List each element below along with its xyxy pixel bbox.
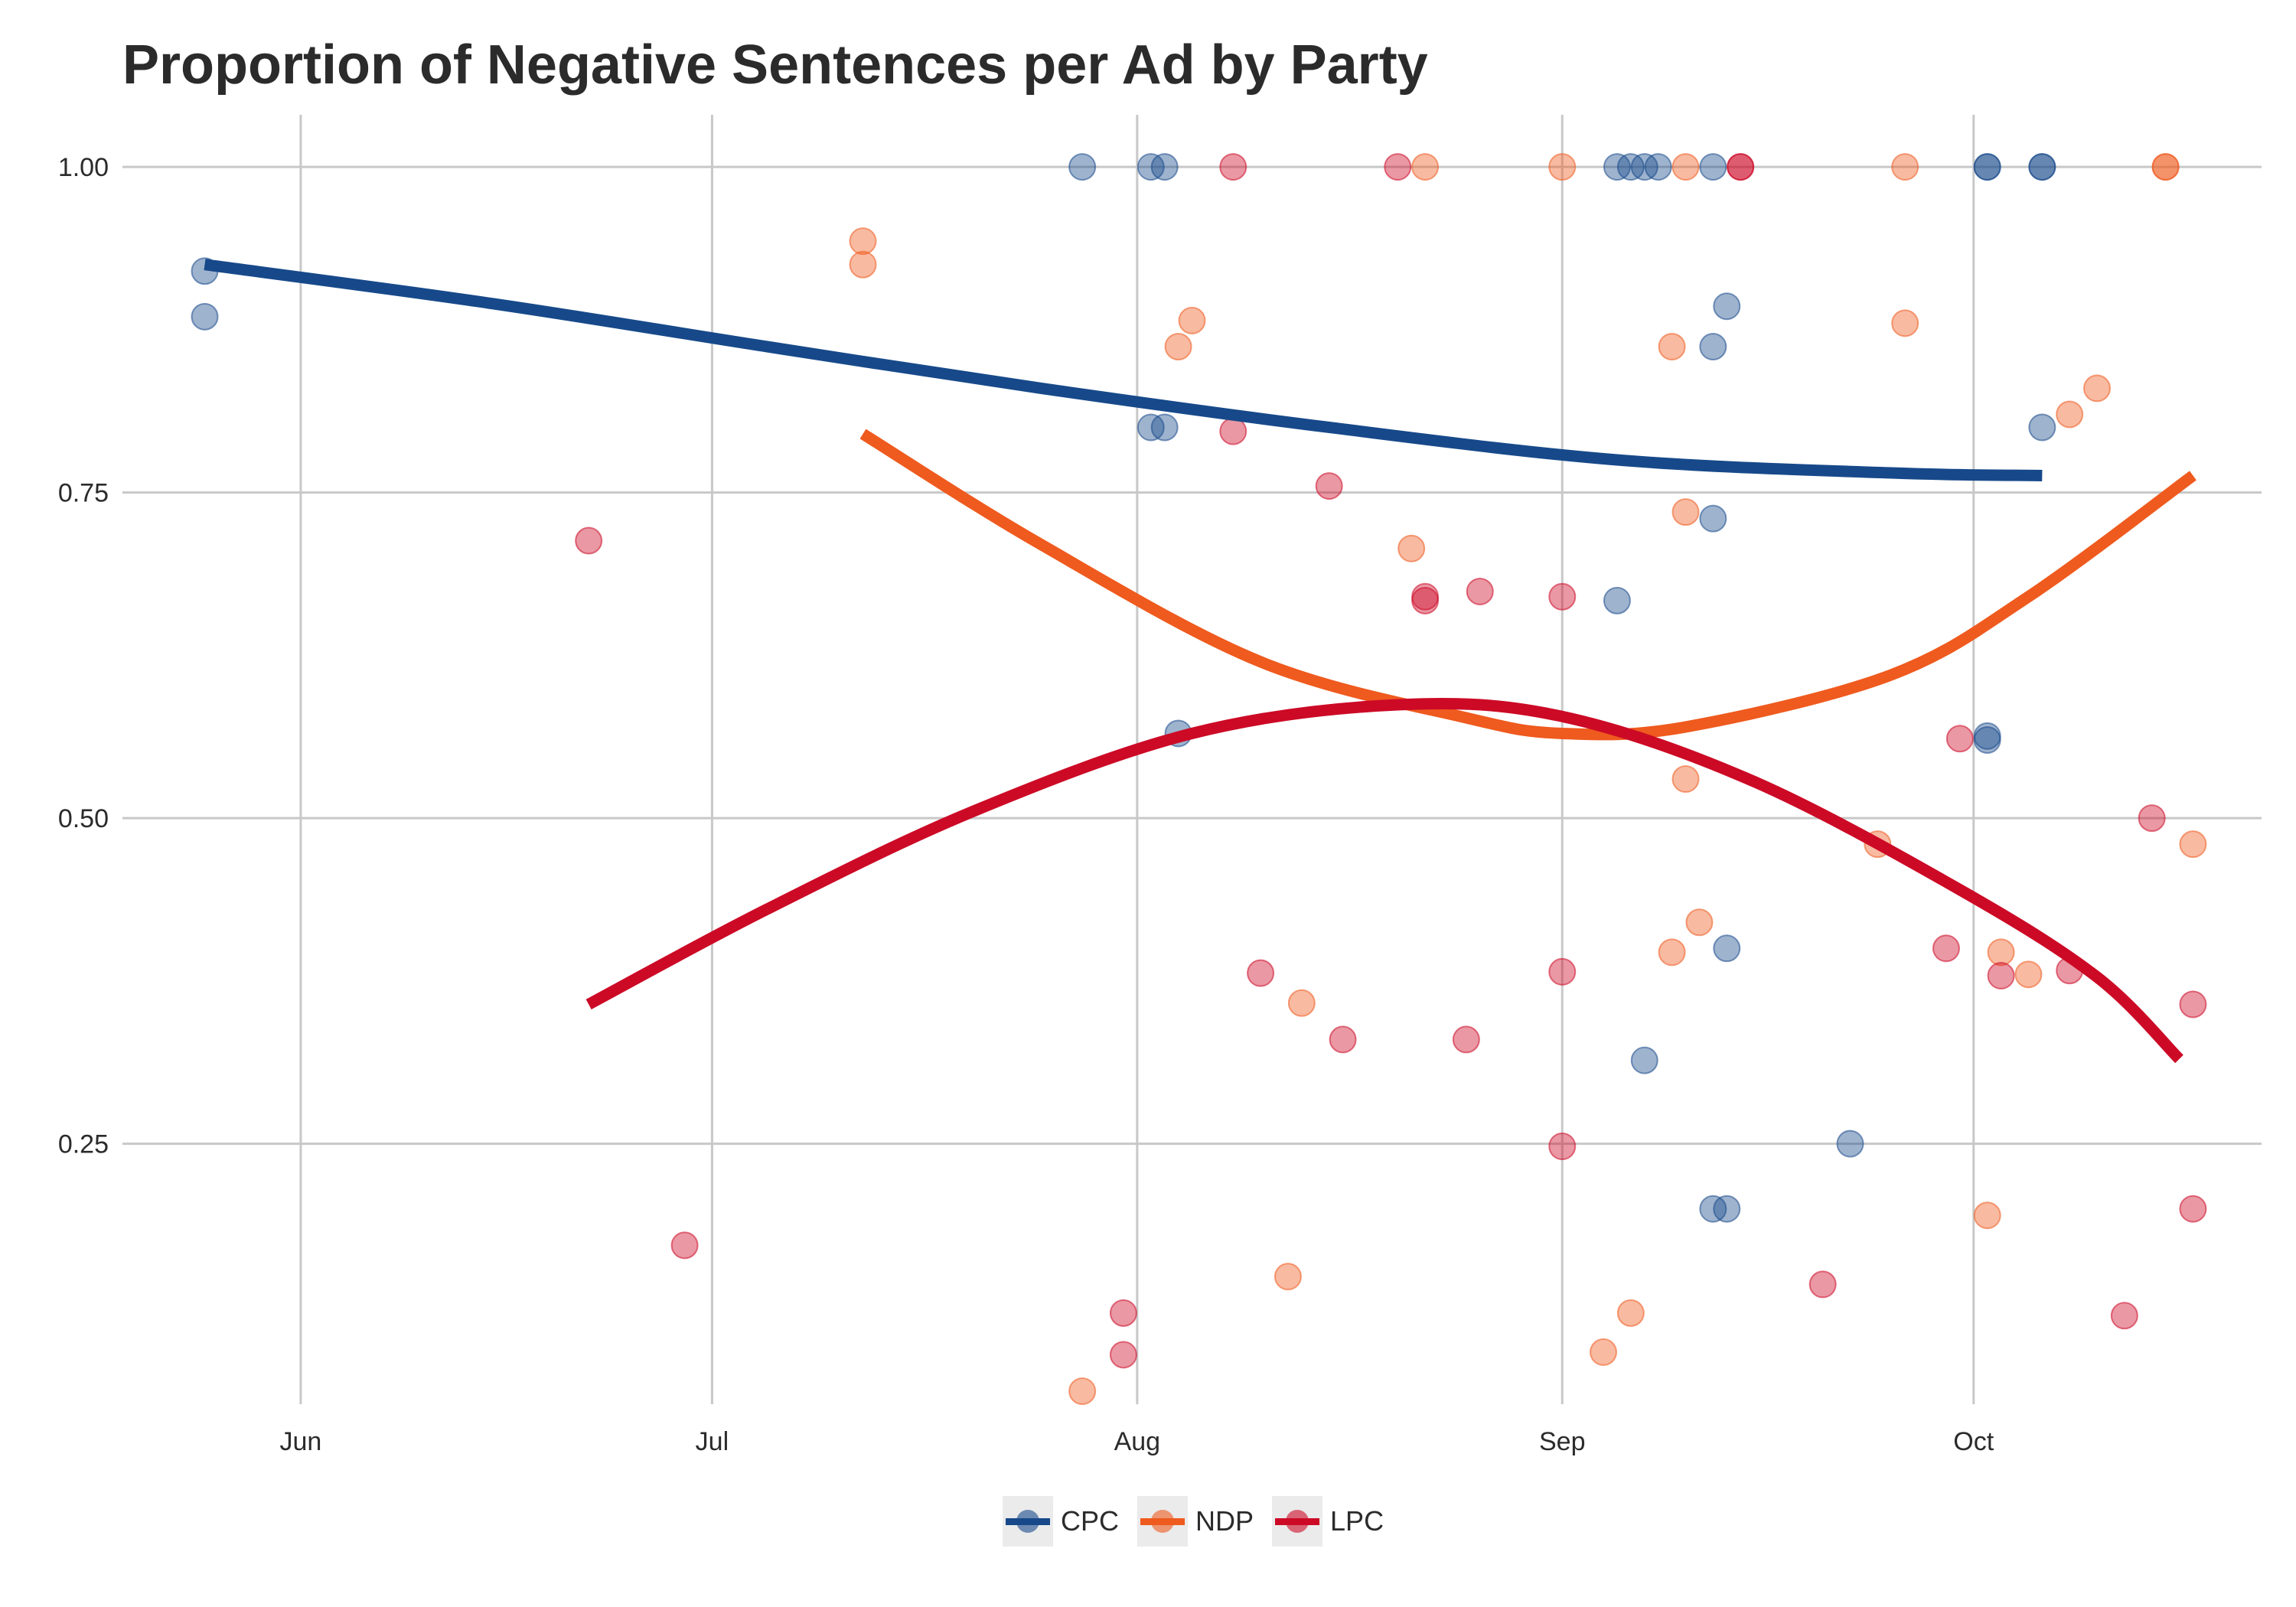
cpc-point: [1630, 1046, 1658, 1074]
ndp-point: [1987, 938, 2015, 966]
cpc-trend-line: [204, 259, 2043, 481]
cpc-point: [1713, 1195, 1741, 1223]
axis-tick-labels: Jun Jul Aug Sep Oct 0.25 0.50 0.75 1.00: [58, 153, 1994, 1456]
x-tick-label: Aug: [1114, 1427, 1161, 1456]
ndp-point: [2056, 400, 2084, 429]
cpc-point: [2028, 153, 2056, 181]
ndp-point: [1671, 765, 1700, 794]
lpc-point: [1987, 962, 2015, 990]
legend-key-cpc: [1003, 1496, 1053, 1547]
ndp-point: [1411, 153, 1440, 181]
lpc-point: [1219, 153, 1247, 181]
lpc-point: [1945, 725, 1974, 753]
ndp-point: [1590, 1338, 1617, 1366]
ndp-point: [1671, 153, 1700, 181]
lpc-point: [1109, 1299, 1137, 1327]
legend-label-ndp: NDP: [1195, 1505, 1254, 1537]
ndp-point: [849, 227, 877, 256]
data-points: [191, 153, 2207, 1405]
lpc-point: [1384, 153, 1412, 181]
lpc-point: [1247, 959, 1275, 987]
cpc-point: [1644, 153, 1672, 181]
lpc-point: [1932, 934, 1960, 963]
legend-label-lpc: LPC: [1330, 1505, 1384, 1537]
grid-lines: [122, 115, 2262, 1404]
lpc-point: [1548, 957, 1577, 986]
cpc-point: [1713, 934, 1741, 963]
trend-lines: [204, 259, 2197, 1064]
ndp-point: [1658, 332, 1686, 360]
cpc-point: [1836, 1129, 1864, 1158]
ndp-point: [2151, 153, 2180, 181]
chart-title: Proportion of Negative Sentences per Ad …: [122, 34, 1428, 96]
legend-key-ndp: [1137, 1496, 1189, 1547]
ndp-point: [1178, 306, 1206, 334]
ndp-point: [1891, 309, 1919, 337]
ndp-point: [1164, 332, 1192, 360]
ndp-point: [1685, 908, 1714, 937]
lpc-point: [2179, 1195, 2207, 1223]
cpc-point: [1068, 153, 1097, 181]
x-tick-label: Jun: [280, 1427, 322, 1456]
ndp-point: [2083, 374, 2111, 403]
cpc-point: [1150, 413, 1179, 442]
x-tick-label: Jul: [696, 1427, 729, 1456]
ndp-point: [1287, 989, 1316, 1017]
ndp-point: [1973, 1201, 2001, 1230]
ndp-point: [1068, 1377, 1097, 1405]
legend: CPC NDP LPC: [1003, 1496, 1394, 1547]
ndp-trend-line: [859, 429, 2197, 741]
ndp-point: [1616, 1299, 1645, 1327]
lpc-point: [670, 1231, 699, 1260]
y-tick-label: 0.50: [58, 804, 109, 833]
lpc-point: [1219, 417, 1247, 445]
lpc-point: [1452, 1025, 1480, 1054]
lpc-point: [1329, 1025, 1357, 1054]
lpc-point: [2138, 804, 2166, 833]
x-tick-label: Sep: [1539, 1427, 1586, 1456]
y-tick-label: 0.25: [58, 1130, 109, 1159]
lpc-point: [1548, 582, 1577, 611]
lpc-point: [1109, 1341, 1137, 1369]
cpc-point: [1150, 153, 1179, 181]
ndp-point: [849, 250, 877, 279]
cpc-point: [1699, 332, 1727, 360]
legend-key-lpc: [1272, 1496, 1323, 1547]
cpc-point: [1973, 153, 2001, 181]
ndp-point: [2014, 960, 2043, 989]
y-tick-label: 1.00: [58, 153, 109, 182]
lpc-point: [1727, 153, 1755, 181]
ndp-point: [1274, 1263, 1302, 1291]
ndp-point: [1891, 153, 1919, 181]
cpc-point: [2028, 413, 2056, 442]
y-tick-label: 0.75: [58, 479, 109, 508]
cpc-point: [191, 302, 219, 331]
lpc-point: [1411, 586, 1440, 614]
lpc-trend-line: [585, 697, 2183, 1064]
lpc-point: [1466, 577, 1494, 605]
ndp-point: [1658, 938, 1686, 966]
lpc-point: [1548, 1133, 1577, 1160]
cpc-point: [1973, 725, 2001, 754]
cpc-point: [1603, 586, 1631, 614]
legend-label-cpc: CPC: [1061, 1505, 1120, 1537]
lpc-point: [575, 526, 603, 555]
lpc-point: [1808, 1270, 1837, 1299]
x-tick-label: Oct: [1953, 1427, 1994, 1456]
cpc-point: [1699, 504, 1727, 533]
cpc-point: [1699, 153, 1727, 181]
lpc-point: [1315, 472, 1343, 500]
legend-item-lpc: LPC: [1272, 1496, 1394, 1547]
legend-item-cpc: CPC: [1003, 1496, 1130, 1547]
lpc-point: [2110, 1302, 2138, 1330]
ndp-point: [1548, 153, 1577, 181]
ndp-point: [2179, 830, 2207, 859]
ndp-point: [1397, 534, 1426, 562]
lpc-point: [2179, 990, 2207, 1019]
legend-item-ndp: NDP: [1137, 1496, 1264, 1547]
cpc-point: [1713, 292, 1741, 321]
ndp-point: [1671, 498, 1700, 526]
